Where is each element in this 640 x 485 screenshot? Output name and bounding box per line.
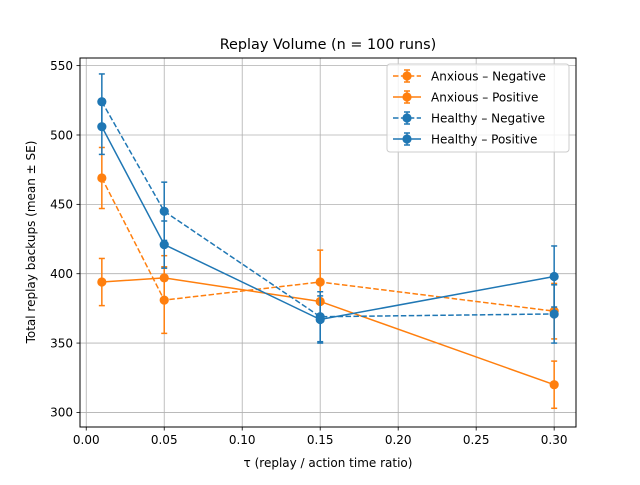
legend-marker — [402, 71, 412, 81]
y-tick-label: 550 — [50, 59, 73, 73]
legend-marker — [402, 134, 412, 144]
series-4 — [97, 98, 559, 344]
data-point — [159, 273, 169, 283]
legend-item: Anxious – Positive — [393, 90, 538, 104]
data-point — [159, 239, 169, 250]
x-axis-label: τ (replay / action time ratio) — [244, 456, 413, 470]
x-tick-label: 0.15 — [307, 433, 334, 447]
legend: Anxious – Negative Anxious – Positive Heal… — [386, 63, 570, 153]
x-tick-label: 0.20 — [385, 433, 412, 447]
y-tick-label: 300 — [50, 406, 73, 420]
legend-marker — [402, 92, 412, 102]
data-point — [315, 314, 325, 325]
data-point — [549, 380, 559, 390]
y-axis-label: Total replay backups (mean ± SE) — [24, 141, 38, 345]
x-tick-label: 0.05 — [151, 433, 178, 447]
legend-box — [386, 63, 570, 153]
axes: 0.00 0.05 0.10 0.15 0.20 0.25 0.30 300 350 400 450… — [50, 59, 567, 447]
legend-label: Healthy – Negative — [431, 111, 545, 125]
legend-label: Anxious – Negative — [431, 69, 546, 83]
data-point — [97, 277, 107, 287]
series-line — [101, 101, 555, 318]
data-point — [97, 122, 107, 132]
y-tick-label: 450 — [50, 198, 73, 212]
x-tick-label: 0.30 — [541, 433, 568, 447]
y-tick-label: 400 — [50, 267, 73, 281]
x-tick-label: 0.00 — [73, 433, 100, 447]
data-point — [549, 309, 559, 319]
legend-item: Healthy – Negative — [393, 111, 545, 125]
data-point — [549, 271, 559, 282]
data-point — [159, 206, 169, 216]
data-point — [97, 173, 107, 183]
legend-item: Anxious – Negative — [393, 69, 546, 83]
legend-label: Anxious – Positive — [431, 90, 538, 104]
legend-marker — [402, 113, 412, 123]
x-tick-label: 0.10 — [229, 433, 256, 447]
legend-item: Healthy – Positive — [393, 132, 537, 146]
y-tick-label: 500 — [50, 128, 73, 142]
series-layer — [97, 73, 559, 410]
y-tick-label: 350 — [50, 336, 73, 350]
series-line — [101, 126, 555, 321]
series-line — [101, 277, 555, 386]
plot-frame — [79, 57, 577, 428]
chart-title: Replay Volume (n = 100 runs) — [220, 37, 437, 53]
x-tick-label: 0.25 — [463, 433, 490, 447]
legend-label: Healthy – Positive — [431, 132, 537, 146]
series-line — [101, 177, 555, 312]
